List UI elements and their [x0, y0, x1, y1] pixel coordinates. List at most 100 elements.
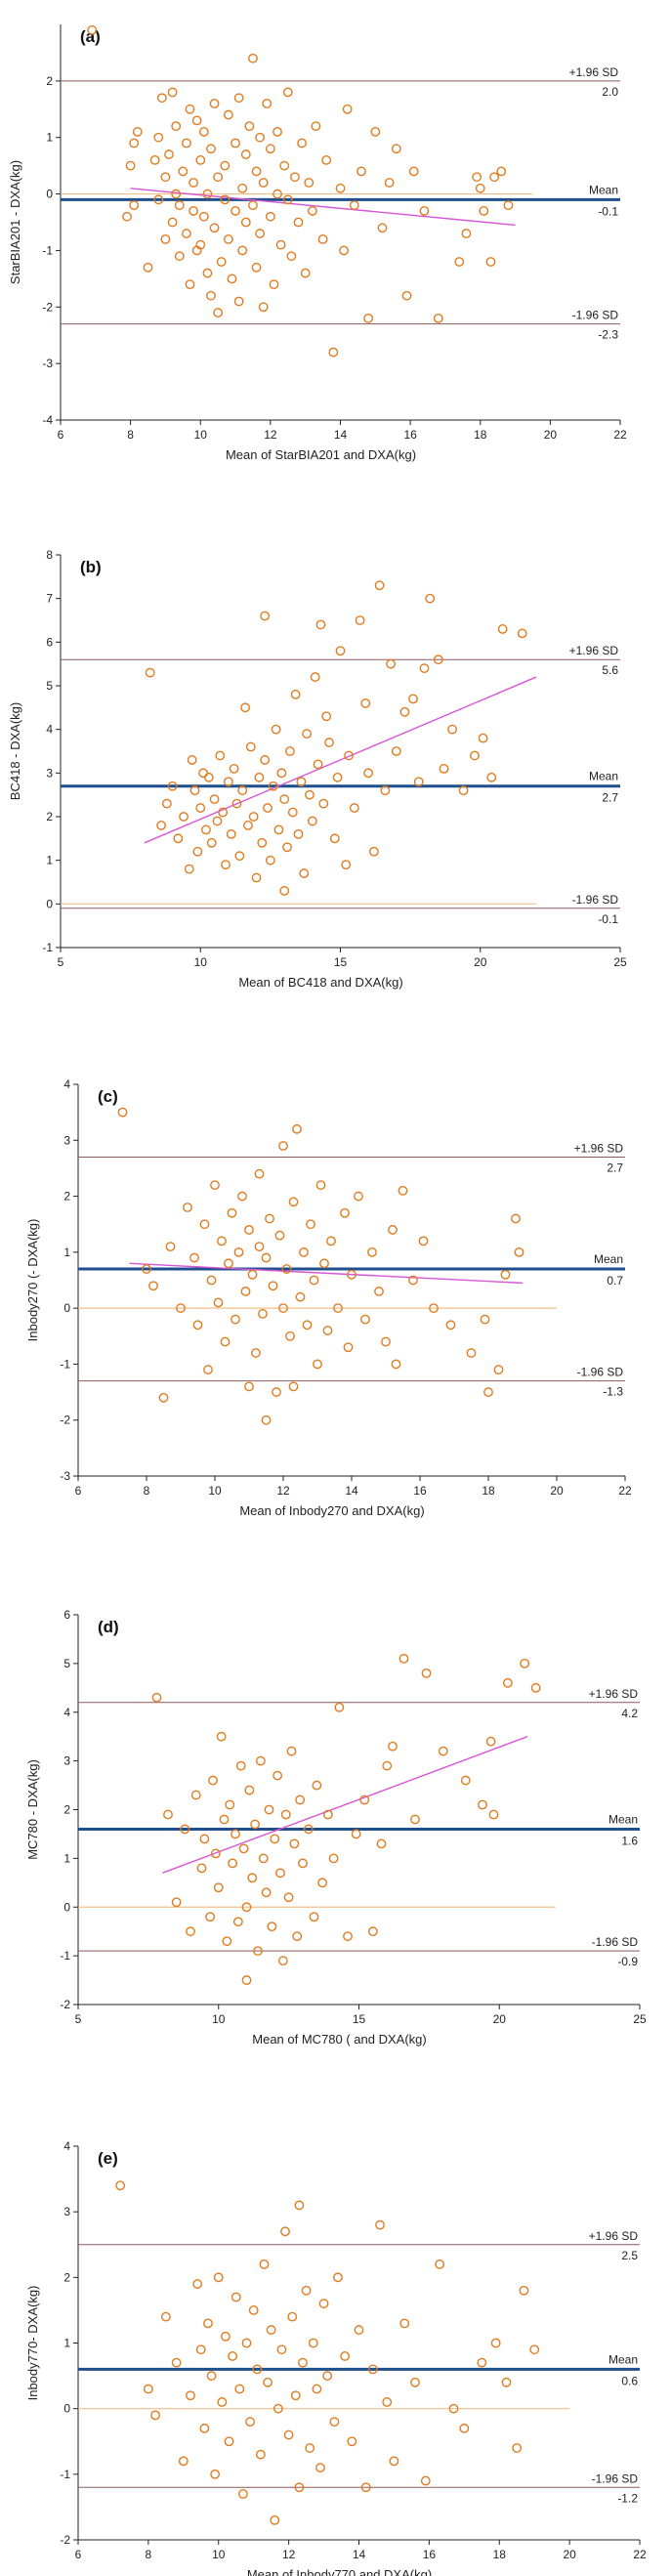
panel-b-data-point: [413, 777, 424, 787]
panel-b-lower-sd-value: -0.1: [598, 912, 618, 926]
panel-a-data-point: [185, 104, 195, 114]
panel-a-data-point: [240, 217, 251, 228]
panel-b-y-tick-label: 2: [46, 810, 53, 823]
panel-d-data-point: [255, 1755, 266, 1766]
panel-b-data-point: [260, 755, 271, 765]
panel-c-data-point: [237, 1191, 247, 1202]
panel-e-y-tick-label: 0: [63, 2402, 70, 2416]
panel-e-mean-label: Mean: [608, 2352, 638, 2366]
panel-d-y-tick-label: 0: [63, 1900, 70, 1914]
panel-a-data-point: [209, 99, 220, 108]
panel-a-data-point: [185, 279, 195, 290]
panel-a-x-tick-label: 10: [194, 428, 208, 442]
panel-c-lower-sd-value: -1.3: [603, 1385, 623, 1399]
panel-a-data-point: [485, 257, 496, 267]
panel-b-data-point: [187, 755, 197, 765]
panel-c-data-point: [247, 1269, 258, 1280]
panel-e-data-point: [315, 2463, 325, 2473]
panel-a-data-point: [237, 245, 248, 256]
panel-d-data-point: [309, 1912, 319, 1922]
panel-d-y-axis-title: MC780 - DXA(kg): [25, 1759, 40, 1860]
panel-e-data-point: [340, 2351, 351, 2361]
panel-c-lower-sd-label: -1.96 SD: [577, 1366, 624, 1379]
panel-a-x-tick-label: 18: [474, 428, 487, 442]
panel-d-data-point: [376, 1838, 387, 1849]
panel-c-y-tick-label: 2: [63, 1190, 70, 1204]
panel-b-data-point: [173, 833, 184, 844]
panel-b-data-point: [209, 794, 220, 805]
panel-c-y-tick-label: -2: [60, 1414, 70, 1427]
panel-b-data-point: [206, 837, 217, 848]
panel-e-data-point: [301, 2285, 312, 2296]
panel-b-data-point: [243, 821, 253, 830]
panel-a-y-tick-label: 1: [46, 131, 53, 145]
panel-b-x-tick-label: 15: [334, 955, 348, 969]
panel-e-data-point: [501, 2377, 512, 2387]
panel-c-data-point: [360, 1314, 370, 1325]
panel-e-y-tick-label: 3: [63, 2205, 70, 2218]
panel-d-data-point: [273, 1770, 283, 1781]
panel-d-y-tick-label: -1: [60, 1949, 70, 1963]
panel-b-data-point: [344, 750, 354, 761]
panel-d-data-point: [213, 1882, 224, 1893]
panel-e-data-point: [367, 2364, 378, 2375]
panel-a-x-tick-label: 22: [613, 428, 627, 442]
panel-d-data-point: [334, 1702, 345, 1712]
panel-a-data-point: [290, 172, 300, 183]
panel-a-data-point: [251, 262, 262, 273]
panel-b-data-point: [215, 750, 226, 761]
panel-b-data-point: [271, 724, 281, 735]
panel-b-regression-line: [144, 676, 537, 844]
panel-e-data-point: [221, 2331, 231, 2342]
panel-e-y-tick-label: -2: [60, 2533, 70, 2547]
panel-a-data-point: [275, 239, 286, 250]
panel-a-data-point: [489, 172, 499, 183]
panel-b-data-point: [279, 794, 290, 805]
panel-d-data-point: [151, 1692, 162, 1703]
panel-b-data-point: [189, 785, 200, 796]
panel-e-data-point: [333, 2272, 343, 2283]
panel-d-data-point: [235, 1760, 246, 1771]
panel-e-x-axis-title: Mean of Inbody770 and DXA(kg): [247, 2567, 432, 2576]
panel-a-data-point: [167, 87, 178, 98]
panel-d-data-point: [488, 1809, 499, 1820]
panel-c-data-point: [322, 1326, 333, 1335]
panel-c-data-point: [309, 1275, 319, 1286]
panel-e-data-point: [224, 2436, 234, 2447]
panel-e-lower-sd-label: -1.96 SD: [592, 2471, 639, 2485]
panel-a-data-point: [391, 144, 401, 154]
panel-b-data-point: [145, 667, 155, 678]
panel-a-data-point: [178, 166, 189, 177]
panel-d-x-tick-label: 5: [75, 2012, 82, 2026]
panel-b-data-point: [203, 772, 214, 782]
panel-d-y-tick-label: -2: [60, 1998, 70, 2011]
panel-e-data-point: [280, 2226, 290, 2237]
panel-a-data-point: [311, 121, 321, 132]
panel-a-data-point: [321, 154, 332, 165]
panel-e-y-tick-label: 4: [63, 2139, 70, 2153]
panel-e-data-point: [512, 2443, 523, 2453]
panel-b-data-point: [276, 768, 287, 779]
panel-a-data-point: [198, 211, 209, 222]
panel-b-y-tick-label: 6: [46, 635, 53, 649]
panel-c-data-point: [244, 1225, 254, 1235]
panel-a-data-point: [248, 53, 258, 63]
panel-a-data-point: [174, 200, 185, 211]
panel-a-data-point: [129, 200, 140, 211]
panel-a-y-tick-label: -4: [42, 413, 53, 427]
panel-b-upper-sd-label: +1.96 SD: [569, 644, 619, 657]
panel-a-data-point: [273, 189, 282, 199]
panel-c-data-point: [429, 1303, 439, 1314]
panel-a-data-point: [339, 245, 349, 256]
panel-e-data-point: [259, 2259, 270, 2269]
panel-c-data-point: [340, 1207, 350, 1218]
panel-a-data-point: [377, 223, 388, 233]
panel-e-data-point: [477, 2357, 487, 2368]
panel-c-data-point: [493, 1365, 504, 1375]
panel-d-data-point: [502, 1677, 513, 1688]
panel-b-data-point: [419, 663, 430, 674]
panel-b-data-point: [332, 772, 343, 782]
panel-d-data-point: [460, 1775, 471, 1786]
panel-c-upper-sd-value: 2.7: [607, 1161, 623, 1174]
panel-b-x-tick-label: 25: [613, 955, 627, 969]
